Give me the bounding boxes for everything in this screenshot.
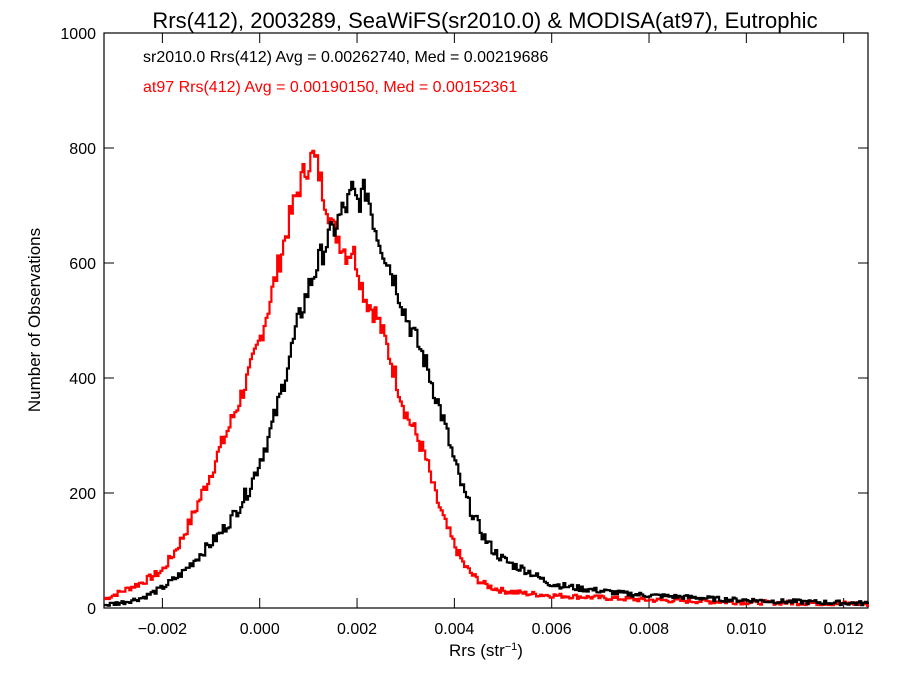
plot-series: [104, 149, 869, 607]
x-tick-label: 0.008: [629, 621, 669, 638]
x-axis-label: Rrs (str−1): [449, 641, 523, 660]
series-at97-line: [104, 149, 869, 607]
y-tick-label: 1000: [60, 26, 96, 43]
y-tick-label: 800: [69, 141, 96, 158]
plot-frame: [103, 32, 869, 609]
legend-entry-sr2010: sr2010.0 Rrs(412) Avg = 0.00262740, Med …: [143, 49, 548, 66]
x-axis-label-superscript: −1: [505, 641, 518, 653]
x-tick-label: 0.002: [337, 621, 377, 638]
x-tick-label: 0.004: [434, 621, 474, 638]
plot-axes: −0.002 0.000 0.002 0.004 0.006 0.008 0.010 0.01…: [60, 26, 869, 638]
legend-entry-at97: at97 Rrs(412) Avg = 0.00190150, Med = 0.…: [143, 79, 517, 96]
y-axis-label: Number of Observations: [25, 228, 44, 412]
y-tick-label: 400: [69, 371, 96, 388]
x-axis-label-main: Rrs (str: [449, 641, 505, 660]
y-tick-label: 600: [69, 256, 96, 273]
x-axis-label-close: ): [517, 641, 523, 660]
x-tick-label: 0.006: [532, 621, 572, 638]
x-tick-label: −0.002: [138, 621, 187, 638]
y-tick-label: 200: [69, 486, 96, 503]
x-tick-label: 0.012: [824, 621, 864, 638]
x-tick-label: 0.010: [726, 621, 766, 638]
series-sr2010-line: [104, 178, 869, 607]
y-tick-label: 0: [87, 601, 96, 618]
chart-title: Rrs(412), 2003289, SeaWiFS(sr2010.0) & M…: [152, 8, 817, 33]
x-tick-label: 0.000: [240, 621, 280, 638]
